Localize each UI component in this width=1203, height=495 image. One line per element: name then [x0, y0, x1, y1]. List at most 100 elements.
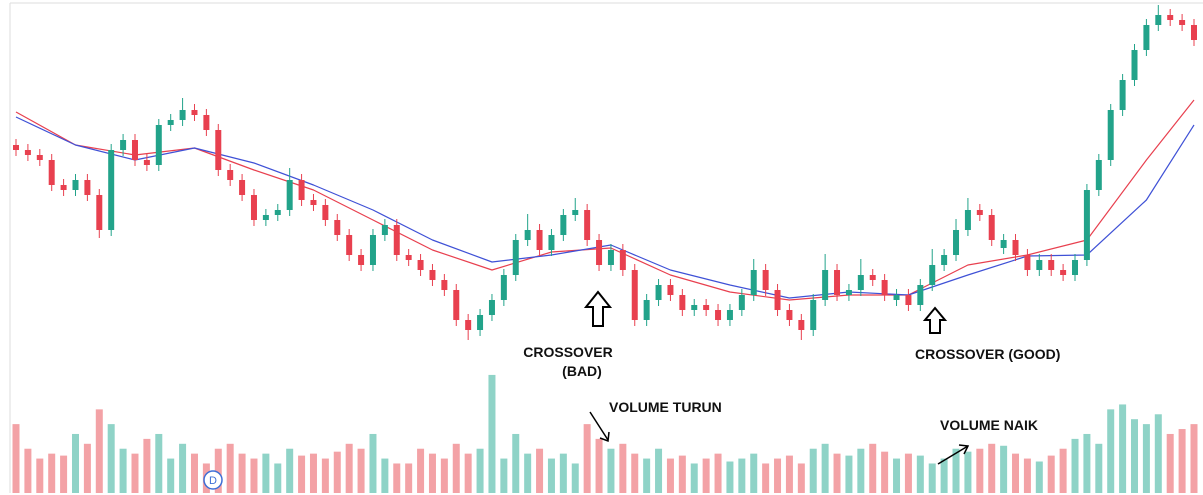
candle-body	[619, 250, 626, 270]
candle-body	[1072, 260, 1079, 275]
volume-bar	[536, 448, 544, 493]
candle-body	[417, 260, 424, 270]
volume-bar	[95, 409, 103, 493]
candle-body	[905, 295, 912, 305]
volume-bar	[226, 443, 234, 493]
candle-body	[738, 295, 745, 310]
candle-body	[1179, 20, 1186, 25]
candle-body	[703, 305, 710, 310]
candle-body	[1107, 110, 1114, 160]
candle-body	[1167, 15, 1174, 20]
candle-body	[786, 310, 793, 320]
volume-bar	[1023, 458, 1031, 493]
volume-bar	[1095, 443, 1103, 493]
annotation: (BAD)	[562, 363, 602, 379]
candle-body	[1155, 15, 1162, 25]
candle-body	[1095, 160, 1102, 190]
volume-bar	[774, 458, 782, 493]
candle-body	[941, 255, 948, 265]
volume-bar	[988, 443, 996, 493]
candle-body	[203, 115, 210, 130]
candle-body	[1060, 270, 1067, 275]
candle-body	[369, 235, 376, 265]
volume-bar	[452, 443, 460, 493]
candle-body	[1191, 25, 1197, 40]
volume-bar	[107, 424, 115, 493]
volume-bar	[976, 448, 984, 493]
volume-bar	[357, 448, 365, 493]
volume-bar	[1107, 409, 1115, 493]
volume-bar	[1000, 445, 1008, 493]
candle-body	[691, 305, 698, 310]
volume-bar	[488, 374, 496, 493]
candle-body	[1143, 25, 1150, 50]
volume-bar	[797, 463, 805, 493]
candle-body	[667, 285, 674, 295]
annotation: CROSSOVER (GOOD)	[915, 346, 1060, 362]
volume-bar	[476, 448, 484, 493]
candle-body	[108, 150, 115, 230]
arrow-up	[922, 306, 948, 334]
candle-body	[750, 270, 757, 295]
volume-bar	[643, 458, 651, 493]
volume-bar	[1083, 433, 1091, 493]
candle-body	[988, 215, 995, 240]
candle-body	[500, 275, 507, 300]
candle-body	[560, 215, 567, 235]
volume-bar	[524, 453, 532, 493]
volume-bar	[440, 458, 448, 493]
volume-bar	[1012, 453, 1020, 493]
candle-body	[845, 290, 852, 295]
candle-body	[346, 235, 353, 255]
candle-body	[548, 235, 555, 250]
volume-bar	[940, 458, 948, 493]
volume-bar	[345, 443, 353, 493]
arrow	[937, 445, 969, 465]
candle-body	[512, 240, 519, 275]
volume-bar	[762, 463, 770, 493]
volume-bar	[1166, 433, 1174, 493]
candle-body	[596, 240, 603, 265]
volume-bar	[904, 453, 912, 493]
candle-body	[572, 210, 579, 215]
volume-bar	[1131, 419, 1139, 493]
candle-body	[607, 250, 614, 265]
candle-body	[155, 125, 162, 165]
arrow-up	[583, 290, 613, 327]
candle-layer	[13, 5, 1197, 340]
volume-bar	[857, 448, 865, 493]
volume-bar	[714, 453, 722, 493]
candle-body	[726, 310, 733, 320]
volume-bar	[690, 463, 698, 493]
annotation: CROSSOVER	[523, 344, 612, 360]
volume-bar	[36, 458, 44, 493]
volume-bar	[595, 438, 603, 493]
candle-body	[1131, 50, 1138, 80]
volume-bar	[60, 455, 68, 493]
candle-body	[536, 230, 543, 250]
candle-body	[310, 200, 317, 205]
candle-body	[869, 275, 876, 280]
volume-bar	[845, 455, 853, 493]
candle-body	[453, 290, 460, 320]
volume-bar	[869, 443, 877, 493]
volume-bar	[238, 453, 246, 493]
candle-body	[655, 285, 662, 300]
volume-bar	[119, 448, 127, 493]
candle-body	[857, 275, 864, 290]
volume-bar	[738, 458, 746, 493]
candle-body	[631, 270, 638, 320]
volume-bar	[655, 448, 663, 493]
volume-bar	[24, 448, 32, 493]
candle-body	[810, 300, 817, 330]
candle-body	[762, 270, 769, 290]
volume-bar	[179, 443, 187, 493]
volume-bar	[417, 448, 425, 493]
volume-bar	[464, 453, 472, 493]
volume-bar	[928, 463, 936, 493]
volume-bar	[405, 463, 413, 493]
annotation: VOLUME NAIK	[940, 417, 1038, 433]
volume-bar	[547, 458, 555, 493]
